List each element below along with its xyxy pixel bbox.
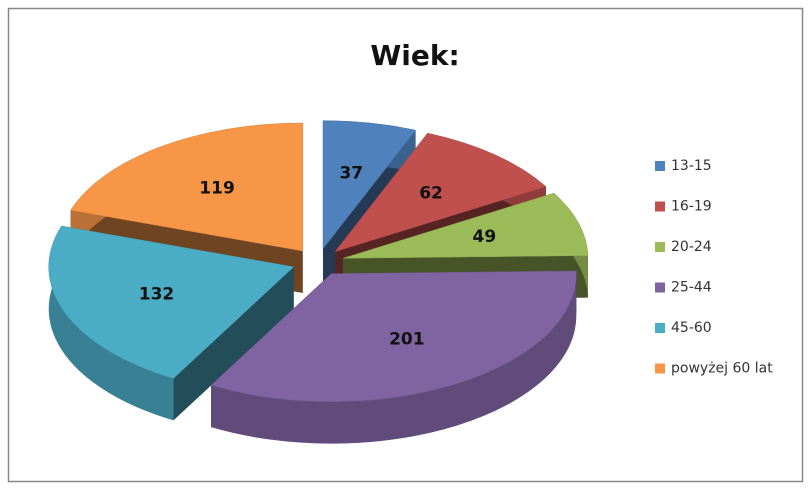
data-label: 62 [419, 184, 443, 204]
data-label: 132 [139, 284, 175, 304]
slice [210, 270, 577, 402]
data-label: 201 [389, 330, 425, 350]
slice [48, 225, 295, 379]
legend-label: 13-15 [671, 158, 712, 174]
legend-label: powyżej 60 lat [671, 361, 773, 377]
legend-label: 25-44 [671, 280, 712, 296]
legend-swatch [655, 323, 665, 333]
legend-swatch [655, 242, 665, 252]
legend-label: 45-60 [671, 320, 712, 336]
legend-label: 16-19 [671, 199, 712, 215]
slice [322, 120, 417, 250]
slice [342, 192, 589, 259]
slice [334, 132, 547, 253]
chart-title: Wiek: [370, 39, 459, 72]
slice-side [211, 270, 577, 444]
legend-swatch [655, 363, 665, 374]
slice [70, 122, 304, 252]
data-label: 37 [339, 163, 363, 183]
legend-swatch [655, 282, 665, 293]
data-label: 119 [199, 179, 235, 199]
data-label: 49 [473, 227, 497, 247]
legend-swatch [655, 161, 665, 171]
slice-side [48, 226, 174, 421]
legend-swatch [655, 201, 665, 212]
legend-label: 20-24 [671, 239, 712, 255]
slice-side [173, 266, 294, 421]
